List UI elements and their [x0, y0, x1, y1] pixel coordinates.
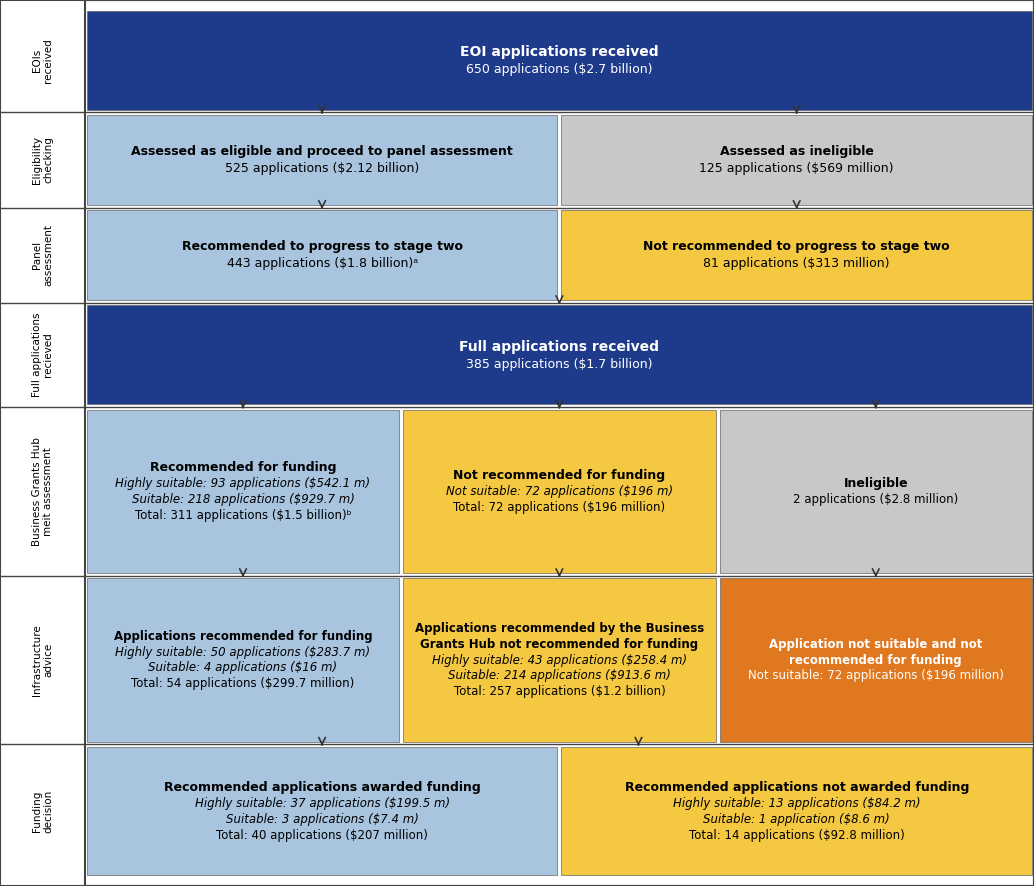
Text: 2 applications ($2.8 million): 2 applications ($2.8 million) — [793, 494, 959, 507]
Text: Full applications
recieved: Full applications recieved — [32, 313, 53, 397]
Text: Suitable: 4 applications ($16 m): Suitable: 4 applications ($16 m) — [149, 662, 337, 674]
Text: Business Grants Hub
meit assessment: Business Grants Hub meit assessment — [32, 437, 53, 546]
Bar — [87, 11, 1032, 110]
Text: 443 applications ($1.8 billion)ᵃ: 443 applications ($1.8 billion)ᵃ — [226, 257, 418, 270]
Text: 125 applications ($569 million): 125 applications ($569 million) — [699, 162, 894, 175]
Text: Recommended applications awarded funding: Recommended applications awarded funding — [163, 781, 481, 794]
Text: Application not suitable and not: Application not suitable and not — [769, 638, 982, 650]
Bar — [87, 210, 557, 300]
Text: Total: 311 applications ($1.5 billion)ᵇ: Total: 311 applications ($1.5 billion)ᵇ — [134, 509, 352, 523]
Text: 650 applications ($2.7 billion): 650 applications ($2.7 billion) — [466, 63, 652, 76]
Text: Applications recommended by the Business: Applications recommended by the Business — [415, 622, 704, 634]
Text: Applications recommended for funding: Applications recommended for funding — [114, 630, 372, 642]
Text: Suitable: 218 applications ($929.7 m): Suitable: 218 applications ($929.7 m) — [131, 494, 355, 507]
Text: Funding
decision: Funding decision — [32, 789, 53, 833]
Bar — [720, 579, 1032, 742]
Text: 525 applications ($2.12 billion): 525 applications ($2.12 billion) — [225, 162, 419, 175]
Text: Suitable: 1 application ($8.6 m): Suitable: 1 application ($8.6 m) — [703, 813, 890, 826]
Bar — [403, 579, 716, 742]
Text: EOI applications received: EOI applications received — [460, 44, 659, 58]
Text: Highly suitable: 43 applications ($258.4 m): Highly suitable: 43 applications ($258.4… — [432, 654, 687, 666]
Text: Total: 72 applications ($196 million): Total: 72 applications ($196 million) — [453, 501, 666, 515]
Text: Highly suitable: 93 applications ($542.1 m): Highly suitable: 93 applications ($542.1… — [116, 478, 370, 491]
Bar — [561, 747, 1032, 875]
Bar — [87, 579, 399, 742]
Text: 385 applications ($1.7 billion): 385 applications ($1.7 billion) — [466, 358, 652, 371]
Text: Highly suitable: 37 applications ($199.5 m): Highly suitable: 37 applications ($199.5… — [194, 797, 450, 810]
Text: Suitable: 3 applications ($7.4 m): Suitable: 3 applications ($7.4 m) — [225, 813, 419, 826]
Text: Eligibility
checking: Eligibility checking — [32, 136, 53, 184]
Text: Total: 14 applications ($92.8 million): Total: 14 applications ($92.8 million) — [689, 829, 905, 842]
Text: Ineligible: Ineligible — [844, 477, 908, 490]
Text: recommended for funding: recommended for funding — [790, 654, 962, 666]
Text: Full applications received: Full applications received — [459, 339, 660, 354]
Text: Recommended applications not awarded funding: Recommended applications not awarded fun… — [625, 781, 969, 794]
Text: Not suitable: 72 applications ($196 m): Not suitable: 72 applications ($196 m) — [446, 486, 673, 499]
Bar — [87, 410, 399, 573]
Text: Not suitable: 72 applications ($196 million): Not suitable: 72 applications ($196 mill… — [748, 670, 1004, 682]
Text: Highly suitable: 13 applications ($84.2 m): Highly suitable: 13 applications ($84.2 … — [673, 797, 920, 810]
Bar — [87, 115, 557, 205]
Text: Not recommended to progress to stage two: Not recommended to progress to stage two — [643, 240, 950, 253]
Text: Recommended to progress to stage two: Recommended to progress to stage two — [182, 240, 462, 253]
Text: 81 applications ($313 million): 81 applications ($313 million) — [703, 257, 890, 270]
Bar — [561, 210, 1032, 300]
Text: Not recommended for funding: Not recommended for funding — [453, 469, 666, 482]
Text: Suitable: 214 applications ($913.6 m): Suitable: 214 applications ($913.6 m) — [448, 670, 671, 682]
Bar — [403, 410, 716, 573]
Text: Panel
assessment: Panel assessment — [32, 224, 53, 286]
Text: EOIs
received: EOIs received — [32, 38, 53, 82]
Bar — [0, 0, 85, 886]
Text: Total: 40 applications ($207 million): Total: 40 applications ($207 million) — [216, 829, 428, 842]
Text: Assessed as ineligible: Assessed as ineligible — [720, 145, 874, 158]
Text: Assessed as eligible and proceed to panel assessment: Assessed as eligible and proceed to pane… — [131, 145, 513, 158]
Bar — [87, 747, 557, 875]
Text: Grants Hub not recommended for funding: Grants Hub not recommended for funding — [421, 638, 698, 650]
Text: Total: 257 applications ($1.2 billion): Total: 257 applications ($1.2 billion) — [454, 686, 665, 698]
Bar — [720, 410, 1032, 573]
Text: Recommended for funding: Recommended for funding — [150, 461, 336, 474]
Text: Infrastructure
advice: Infrastructure advice — [32, 624, 53, 696]
Bar — [87, 306, 1032, 405]
Bar — [561, 115, 1032, 205]
Text: Highly suitable: 50 applications ($283.7 m): Highly suitable: 50 applications ($283.7… — [116, 646, 370, 658]
Text: Total: 54 applications ($299.7 million): Total: 54 applications ($299.7 million) — [131, 678, 355, 690]
